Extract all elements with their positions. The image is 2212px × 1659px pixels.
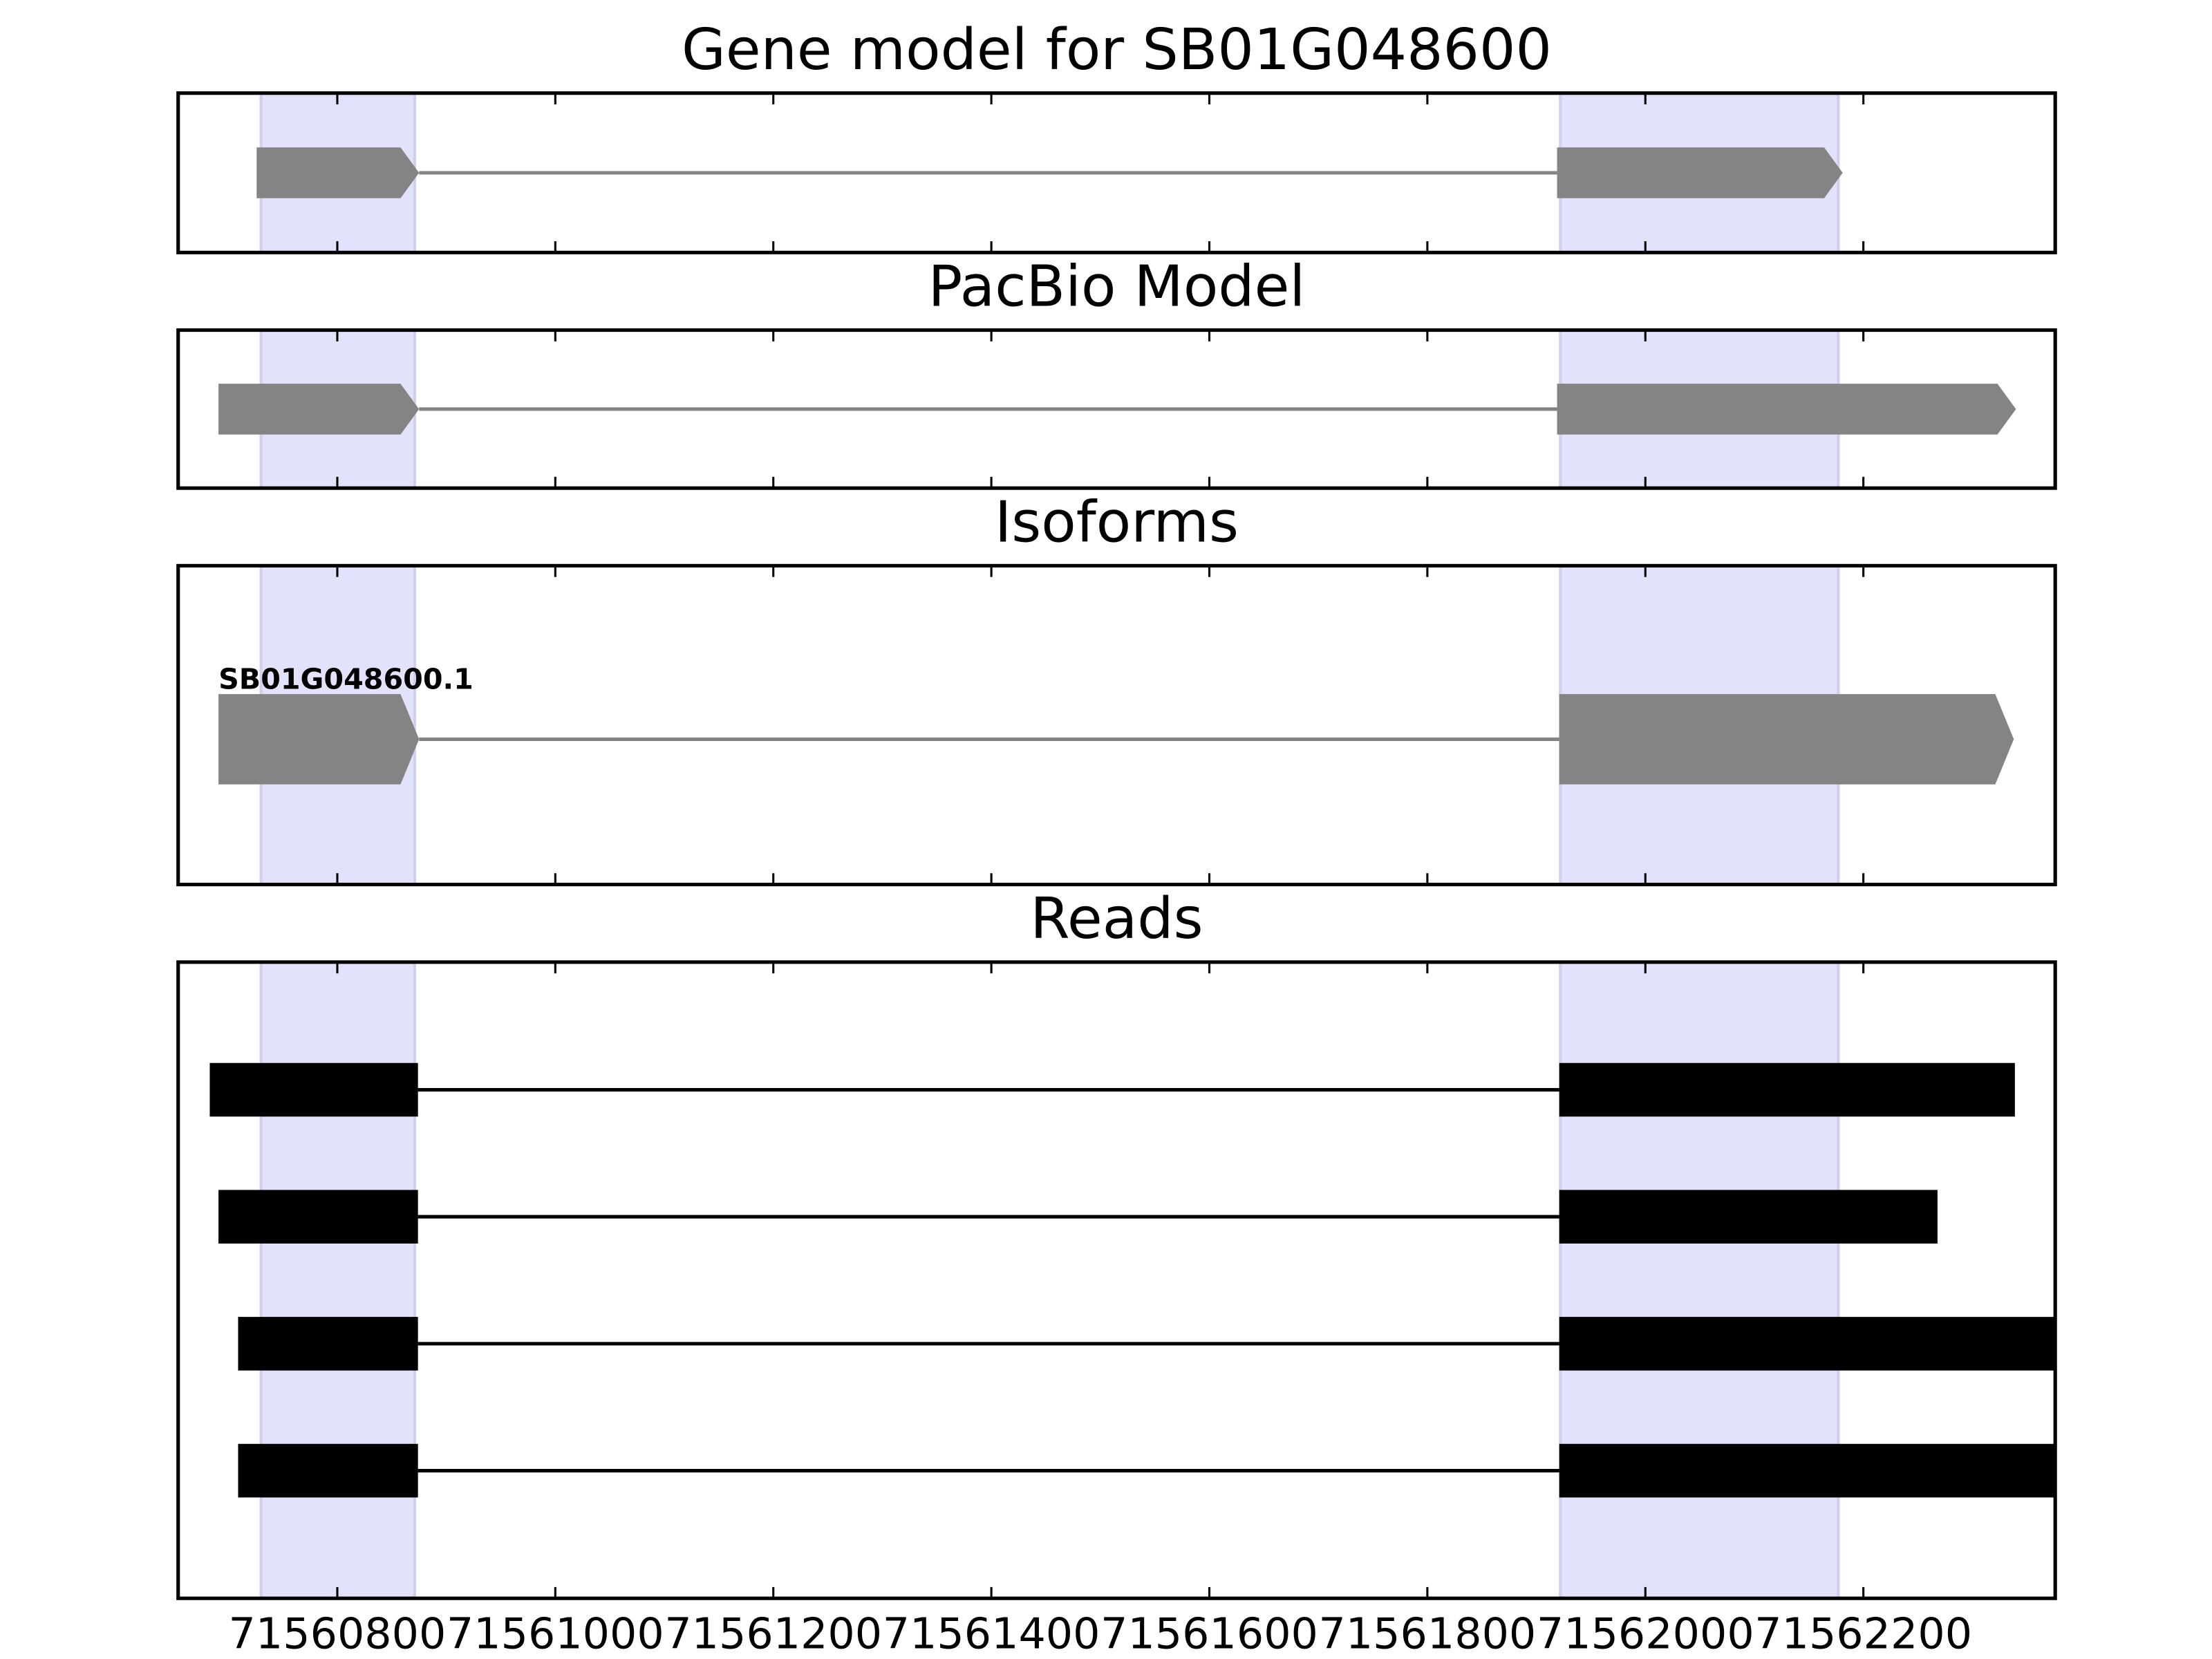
panel-frame	[176, 91, 2057, 254]
exon	[1557, 147, 1843, 198]
exon	[1557, 384, 2016, 435]
exon	[1559, 1062, 2015, 1117]
panel: Isoforms SB01G048600.1	[176, 490, 2057, 887]
exon	[209, 1062, 418, 1117]
plot-area	[209, 962, 2056, 1599]
x-tick-label: 71561200	[664, 1609, 882, 1659]
highlight-region	[1559, 962, 1840, 1599]
plot-area	[218, 330, 2016, 489]
panel: Gene model for SB01G048600	[176, 17, 2057, 254]
exon	[256, 147, 420, 198]
panel: PacBio Model	[176, 254, 2057, 490]
exon	[238, 1443, 418, 1498]
exon	[218, 694, 420, 785]
panel-title: Gene model for SB01G048600	[682, 17, 1552, 83]
panel-frame	[176, 328, 2057, 490]
exon	[1559, 1443, 2056, 1498]
x-tick-label: 71560800	[229, 1609, 447, 1659]
exon	[218, 1190, 418, 1244]
x-tick-label: 71561400	[883, 1609, 1100, 1659]
x-tick-label: 71562200	[1754, 1609, 1972, 1659]
panel-frame	[176, 563, 2057, 887]
plot-area	[256, 93, 1843, 253]
highlight-region	[259, 962, 416, 1599]
exon	[1559, 1317, 2056, 1371]
exon	[238, 1317, 418, 1371]
panel-title: Reads	[1030, 886, 1203, 952]
x-tick-label: 71562000	[1537, 1609, 1754, 1659]
plot-area	[218, 565, 2014, 885]
x-tick-label: 71561000	[447, 1609, 664, 1659]
exon	[1559, 694, 2014, 785]
exon	[218, 384, 420, 435]
panel-title: PacBio Model	[928, 254, 1306, 320]
x-tick-label: 71561800	[1318, 1609, 1536, 1659]
feature-label: SB01G048600.1	[218, 663, 474, 696]
x-tick-label: 71561600	[1100, 1609, 1318, 1659]
exon	[1559, 1190, 1938, 1244]
panel-title: Isoforms	[995, 490, 1239, 556]
panel-frame	[176, 960, 2057, 1600]
